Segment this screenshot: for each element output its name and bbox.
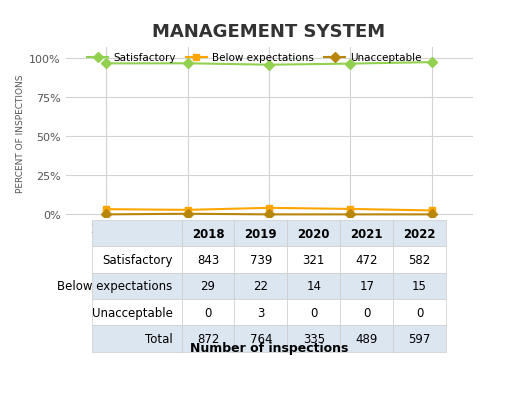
Title: MANAGEMENT SYSTEM: MANAGEMENT SYSTEM xyxy=(152,23,386,41)
Y-axis label: PERCENT OF INSPECTIONS: PERCENT OF INSPECTIONS xyxy=(16,74,25,192)
Legend: Satisfactory, Below expectations, Unacceptable: Satisfactory, Below expectations, Unacce… xyxy=(87,53,422,63)
Text: Number of inspections: Number of inspections xyxy=(190,341,348,354)
